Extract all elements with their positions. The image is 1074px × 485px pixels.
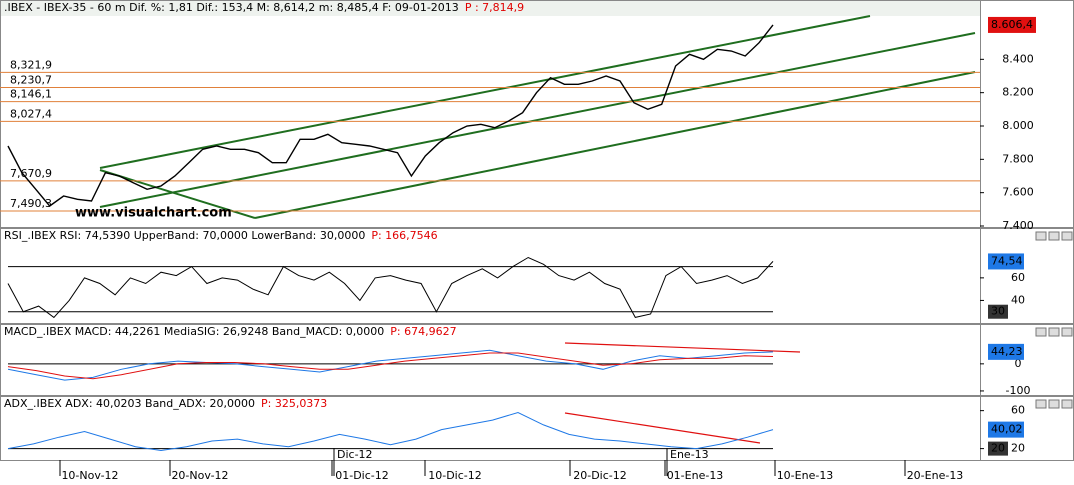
last-value-box [988,16,1036,33]
trend-lines [99,15,976,219]
series-line [7,349,774,381]
title-text: .IBEX - IBEX-35 - 60 m Dif. %: 1,81 Dif.… [4,1,459,14]
panel-title: .IBEX - IBEX-35 - 60 m Dif. %: 1,81 Dif.… [4,1,524,14]
x-tick-label: 01-Dic-12 [335,469,389,482]
x-tick-label: 10-Nov-12 [61,469,118,482]
panel-title: MACD_.IBEX MACD: 44,2261 MediaSIG: 26,92… [4,325,457,338]
y-tick-label: 8.400 [1002,52,1034,65]
title-note: P : 7,814,9 [465,1,524,14]
series-line [7,256,774,319]
x-tick-label: 20-Nov-12 [171,469,228,482]
trend-line [99,15,871,169]
y-tick-label: 60 [1011,271,1025,284]
header-bar [0,0,980,16]
window-buttons [1035,231,1073,409]
y-tick-label: 60 [1011,404,1025,417]
watermark: www.visualchart.com [75,206,232,221]
last-value-box [988,421,1024,438]
title-text: ADX_.IBEX ADX: 40,0203 Band_ADX: 20,0000 [4,397,255,410]
series-line [7,411,774,452]
y-tick-label: 8.000 [1002,119,1034,132]
y-tick-label: 20 [1011,442,1025,455]
band-label-box [988,441,1008,456]
button[interactable] [1061,231,1073,241]
last-value-box [988,253,1024,270]
title-note: P: 674,9627 [390,325,456,338]
last-value-box [988,343,1024,360]
y-tick-label: 40 [1011,293,1025,306]
trend-line [254,71,976,219]
y-tick-label: 8.200 [1002,86,1034,99]
button[interactable] [1035,399,1047,409]
band-label: 20 [991,442,1005,455]
macd-trend-line [564,342,801,353]
button[interactable] [1035,327,1047,337]
price-level-label: 8,230,7 [10,74,52,87]
price-level-label: 8,027,4 [10,107,52,120]
trend-line [99,169,256,219]
price-level-label: 8,321,9 [10,58,52,71]
y-tick-label: 7.800 [1002,152,1034,165]
price-level-label: 7,670,9 [10,167,52,180]
series-line [7,352,774,380]
trend-line [99,32,976,208]
adx-trend-line [564,412,761,444]
button[interactable] [1048,231,1060,241]
button[interactable] [1061,327,1073,337]
y-tick-label: 0 [1015,357,1022,370]
series-line [7,24,774,207]
panel-title: ADX_.IBEX ADX: 40,0203 Band_ADX: 20,0000… [4,397,327,410]
button[interactable] [1061,399,1073,409]
x-tick-label: 01-Ene-13 [667,469,724,482]
x-tick-label: 10-Ene-13 [777,469,834,482]
x-tick-label: 20-Ene-13 [907,469,964,482]
title-note: P: 166,7546 [371,229,437,242]
y-tick-label: 7.600 [1002,186,1034,199]
button[interactable] [1035,231,1047,241]
last-value-label: 40,02 [991,423,1023,436]
last-value-label: 8.606,4 [991,18,1033,31]
month-label: Ene-13 [670,448,709,461]
panel-title: RSI_.IBEX RSI: 74,5390 UpperBand: 70,000… [4,229,438,242]
last-value-label: 44,23 [991,345,1023,358]
button[interactable] [1048,399,1060,409]
y-tick-label: 7.400 [1002,219,1034,232]
price-level-label: 7,490,3 [10,197,52,210]
title-note: P: 325,0373 [261,397,327,410]
month-label: Dic-12 [337,448,373,461]
x-tick-label: 10-Dic-12 [428,469,482,482]
title-text: MACD_.IBEX MACD: 44,2261 MediaSIG: 26,92… [4,325,384,338]
band-label-box [988,304,1008,319]
button[interactable] [1048,327,1060,337]
band-label: 30 [991,305,1005,318]
x-tick-label: 20-Dic-12 [573,469,627,482]
price-level-label: 8,146,1 [10,88,52,101]
y-tick-label: -100 [1006,384,1031,397]
title-text: RSI_.IBEX RSI: 74,5390 UpperBand: 70,000… [4,229,365,242]
last-value-label: 74,54 [991,254,1023,267]
